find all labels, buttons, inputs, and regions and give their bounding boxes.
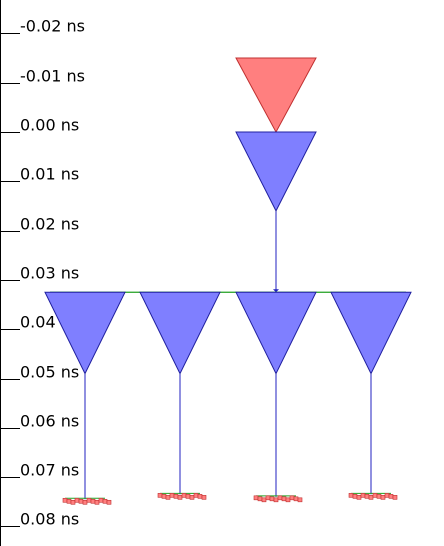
sink-flop: [364, 494, 370, 499]
sink-flop: [102, 498, 108, 504]
leaf-buffer: [44, 291, 126, 375]
sink-flop: [293, 496, 299, 502]
sink-flop: [352, 494, 358, 499]
sink-flop: [82, 499, 88, 505]
axis-tick-label: 0.08 ns: [20, 510, 79, 529]
axis-tick-label: 0.07 ns: [20, 461, 79, 480]
sink-flop: [273, 497, 279, 503]
sink-flop: [285, 497, 291, 503]
sink-flop: [189, 495, 195, 500]
sinks: [62, 493, 398, 505]
sink-flop: [78, 498, 84, 504]
sink-flop: [392, 495, 398, 500]
sink-flop: [165, 495, 171, 500]
sink-flop: [70, 499, 76, 505]
sink-flop: [161, 494, 167, 499]
sink-flop: [173, 494, 179, 499]
sink-flop: [66, 498, 72, 504]
sink-flop: [269, 496, 275, 502]
sink-flop: [380, 495, 386, 500]
sink-flop: [281, 496, 287, 502]
sink-flop: [289, 495, 295, 501]
sink-flop: [388, 494, 394, 499]
axis-tick-label: 0.06 ns: [20, 412, 79, 431]
axis-tick-label: -0.01 ns: [20, 67, 85, 86]
sink-flop: [90, 498, 96, 504]
leaf-buffer: [330, 291, 412, 375]
sink-flop: [265, 495, 271, 501]
sink-flop: [257, 496, 263, 502]
axis-tick-label: 0.02 ns: [20, 215, 79, 234]
sink-flop: [62, 497, 68, 503]
sink-flop: [98, 497, 104, 503]
sink-flop: [297, 497, 303, 503]
sink-flop: [193, 493, 199, 498]
sink-flop: [201, 495, 207, 500]
axis-tick-label: 0.00 ns: [20, 116, 79, 135]
axis-tick-label: 0.01 ns: [20, 165, 79, 184]
sink-flop: [106, 499, 112, 505]
sink-flop: [368, 495, 374, 500]
sink-flop: [356, 495, 362, 500]
sink-flop: [277, 495, 283, 501]
sink-flop: [197, 494, 203, 499]
source-buffer: [235, 57, 317, 134]
sink-flop: [74, 497, 80, 503]
sink-flop: [376, 494, 382, 499]
sink-flop: [372, 493, 378, 498]
sink-flop: [185, 494, 191, 499]
sink-flop: [360, 493, 366, 498]
wires: [50, 210, 406, 500]
sink-flop: [86, 497, 92, 503]
axis-tick-label: 0.05 ns: [20, 363, 79, 382]
buffers: [44, 57, 412, 375]
leaf-buffer: [235, 291, 317, 375]
sink-flop: [261, 497, 267, 503]
sink-flop: [169, 493, 175, 498]
sink-flop: [181, 493, 187, 498]
sink-flop: [384, 493, 390, 498]
sink-flop: [94, 499, 100, 505]
root-wire-tip: [273, 289, 279, 293]
sink-flop: [348, 493, 354, 498]
leaf-buffer: [139, 291, 221, 375]
sink-flop: [157, 493, 163, 498]
root-buffer: [235, 131, 317, 212]
axis-tick-label: -0.02 ns: [20, 17, 85, 36]
sink-flop: [253, 495, 259, 501]
sink-flop: [177, 495, 183, 500]
axis-tick-label: 0.03 ns: [20, 264, 79, 283]
time-axis: -0.02 ns -0.01 ns 0.00 ns 0.01 ns 0.02 ns 0.0…: [0, 0, 85, 546]
